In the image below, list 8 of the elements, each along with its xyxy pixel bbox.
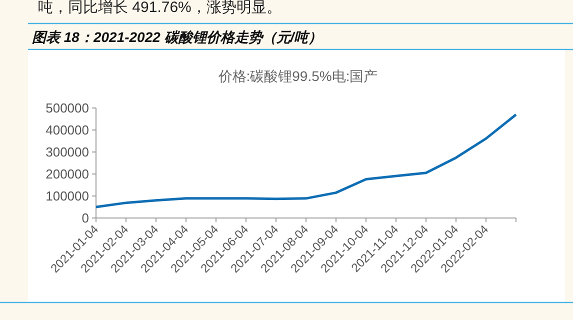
ytick: 0 [82, 210, 89, 226]
ytick: 200000 [46, 166, 89, 182]
ytick: 400000 [46, 122, 89, 138]
ytick: 300000 [46, 144, 89, 160]
ytick: 100000 [46, 188, 89, 204]
title: 图表 18：2021-2022 碳酸锂价格走势（元/吨） [32, 29, 322, 45]
subtitle: 价格:碳酸锂99.5%电:国产 [218, 68, 378, 84]
ytick: 500000 [46, 100, 89, 116]
